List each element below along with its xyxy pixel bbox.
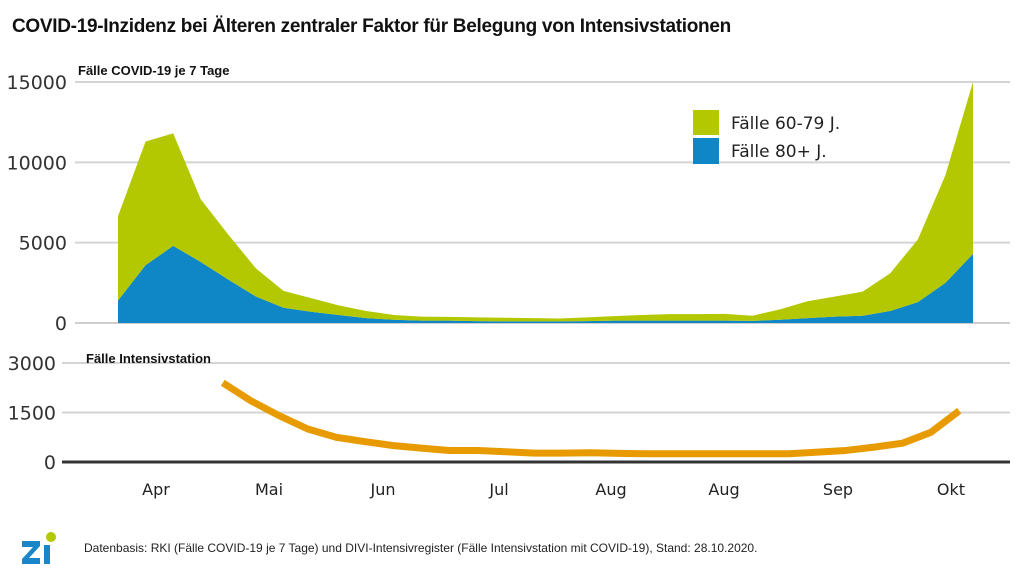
bottom-panel-label: Fälle Intensivstation bbox=[86, 351, 211, 366]
zi-logo bbox=[22, 532, 56, 564]
logo-dot bbox=[46, 532, 56, 542]
legend-label-80plus: Fälle 80+ J. bbox=[731, 142, 827, 162]
icu-line bbox=[220, 379, 962, 458]
x-tick-label: Aug bbox=[708, 480, 739, 499]
legend: Fälle 60-79 J. Fälle 80+ J. bbox=[693, 110, 840, 164]
logo-i-stem bbox=[44, 545, 50, 564]
x-tick-label: Okt bbox=[937, 480, 965, 499]
top-y-tick-label: 0 bbox=[55, 313, 67, 335]
x-tick-label: Apr bbox=[142, 480, 170, 499]
legend-swatch-60-79 bbox=[693, 110, 719, 135]
legend-swatch-80plus bbox=[693, 138, 719, 164]
area-faelle-60-79 bbox=[118, 82, 973, 322]
logo-z-letter bbox=[22, 541, 40, 564]
x-tick-label: Jun bbox=[370, 480, 396, 499]
source-note: Datenbasis: RKI (Fälle COVID-19 je 7 Tag… bbox=[84, 541, 758, 555]
icu-line-path bbox=[220, 379, 962, 458]
x-axis-ticks: Apr Mai Jun Jul Aug Aug Sep Okt bbox=[142, 480, 965, 499]
bottom-y-tick-label: 1500 bbox=[8, 403, 56, 425]
top-y-tick-label: 10000 bbox=[7, 152, 67, 174]
top-y-tick-label: 5000 bbox=[19, 233, 67, 255]
bottom-y-tick-label: 3000 bbox=[8, 353, 56, 375]
bottom-y-tick-label: 0 bbox=[44, 452, 56, 474]
stacked-areas bbox=[118, 82, 973, 323]
area-faelle-80plus bbox=[118, 245, 973, 323]
bottom-gridlines bbox=[62, 362, 1010, 464]
chart-title: COVID-19-Inzidenz bei Älteren zentraler … bbox=[12, 16, 731, 37]
top-y-axis-ticks: 0 5000 10000 15000 bbox=[7, 72, 67, 335]
x-tick-label: Jul bbox=[488, 480, 508, 499]
x-tick-label: Mai bbox=[255, 480, 283, 499]
top-y-tick-label: 15000 bbox=[7, 72, 67, 94]
x-tick-label: Sep bbox=[823, 480, 853, 499]
legend-label-60-79: Fälle 60-79 J. bbox=[731, 114, 840, 134]
top-panel-label: Fälle COVID-19 je 7 Tage bbox=[78, 63, 229, 78]
x-tick-label: Aug bbox=[595, 480, 626, 499]
bottom-y-axis-ticks: 0 1500 3000 bbox=[8, 353, 56, 474]
